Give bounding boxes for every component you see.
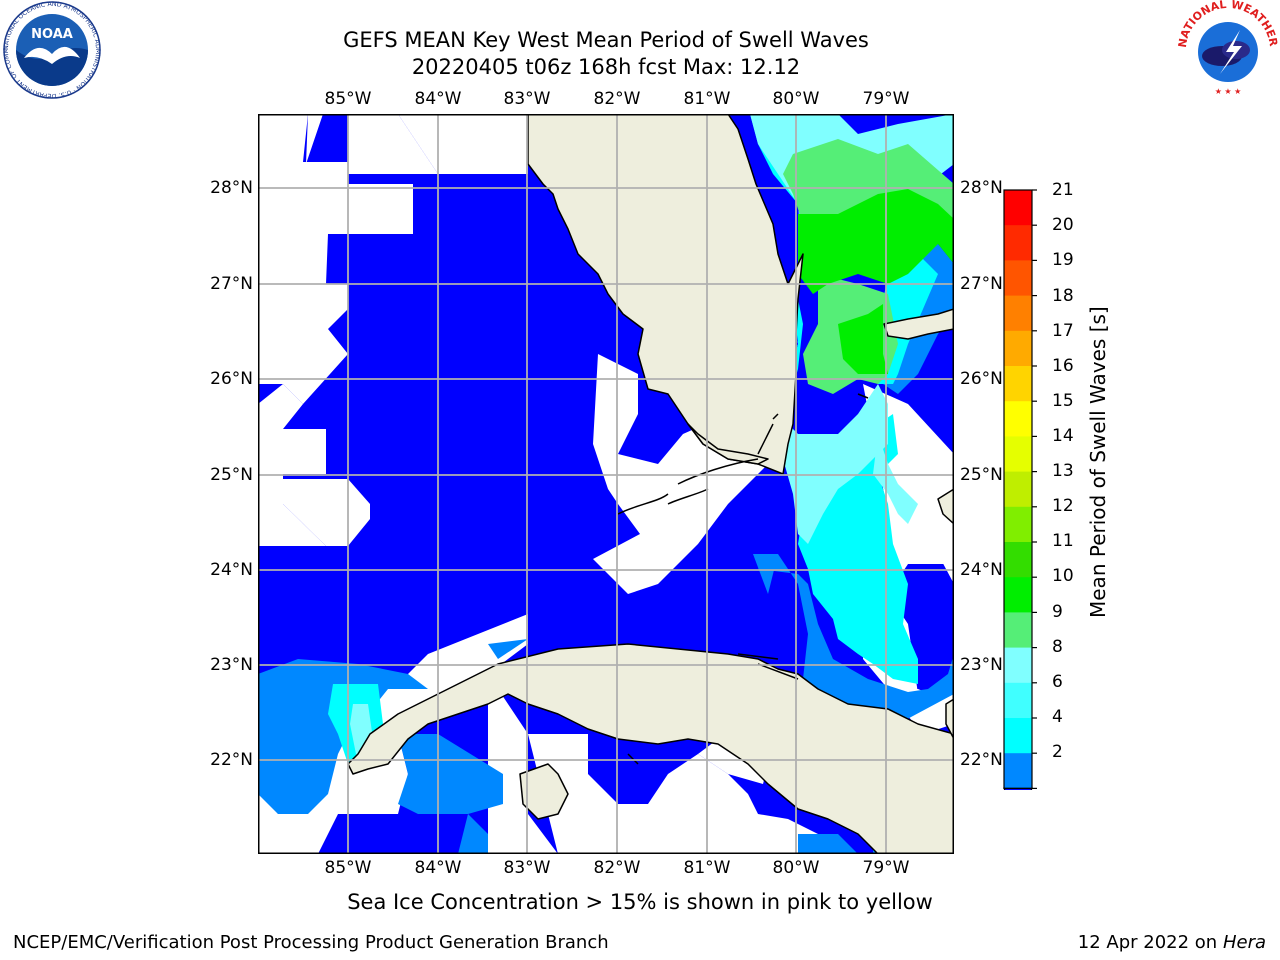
map-canvas [258, 113, 955, 855]
colorbar-segment [1004, 471, 1032, 508]
colorbar-segment [1004, 577, 1032, 613]
colorbar-segment [1004, 401, 1032, 437]
lon-label-bottom: 82°W [593, 858, 641, 878]
colorbar-segment [1004, 542, 1032, 578]
colorbar-tick: 20 [1052, 215, 1074, 235]
colorbar-tick: 8 [1052, 637, 1063, 657]
sea-ice-note: Sea Ice Concentration > 15% is shown in … [347, 890, 933, 914]
colorbar-tick: 14 [1052, 426, 1074, 446]
colorbar-segment [1004, 366, 1032, 402]
map-title: GEFS MEAN Key West Mean Period of Swell … [343, 28, 869, 52]
colorbar-segment [1004, 682, 1032, 719]
graticule [258, 114, 954, 854]
lon-label-bottom: 84°W [414, 858, 462, 878]
lon-label-bottom: 81°W [683, 858, 731, 878]
lon-label-bottom: 79°W [862, 858, 910, 878]
lon-label-top: 82°W [593, 89, 641, 109]
colorbar-tick: 9 [1052, 602, 1063, 622]
period-10-11-field [798, 189, 954, 374]
colorbar-segment [1004, 718, 1032, 754]
lon-label-top: 81°W [683, 89, 731, 109]
colorbar [990, 180, 1080, 818]
colorbar-segment [1004, 190, 1032, 226]
colorbar-tick: 10 [1052, 566, 1074, 586]
map-border [258, 114, 954, 854]
lat-label-right: 22°N [960, 750, 1003, 770]
colorbar-segment [1004, 647, 1032, 684]
noaa-logo: NATIONAL OCEANIC AND ATMOSPHERIC ADMINIS… [0, 0, 104, 100]
lon-label-bottom: 83°W [503, 858, 551, 878]
lon-label-top: 84°W [414, 89, 462, 109]
lat-label-right: 26°N [960, 369, 1003, 389]
lat-label-right: 28°N [960, 178, 1003, 198]
footer-machine: Hera [1222, 932, 1266, 953]
colorbar-tick: 15 [1052, 391, 1074, 411]
colorbar-tick: 6 [1052, 672, 1063, 692]
keys-coastlines [617, 393, 869, 765]
lat-label-right: 25°N [960, 465, 1003, 485]
svg-text:★ ★ ★: ★ ★ ★ [1215, 87, 1242, 96]
colorbar-outline [1003, 189, 1033, 790]
colorbar-tick: 19 [1052, 250, 1074, 270]
colorbar-segment [1004, 225, 1032, 261]
colorbar-label: Mean Period of Swell Waves [s] [1086, 306, 1110, 618]
colorbar-tick: 18 [1052, 286, 1074, 306]
map-subtitle: 20220405 t06z 168h fcst Max: 12.12 [411, 55, 801, 79]
lon-label-top: 83°W [503, 89, 551, 109]
lat-label-right: 27°N [960, 274, 1003, 294]
colorbar-segment [1004, 260, 1032, 297]
land-masses [347, 113, 955, 855]
lon-label-top: 85°W [324, 89, 372, 109]
colorbar-tick: 21 [1052, 180, 1074, 200]
lon-label-bottom: 80°W [772, 858, 820, 878]
swell-period-map [258, 113, 955, 855]
footer-date: 12 Apr 2022 on Hera [1078, 932, 1266, 953]
colorbar-segment [1004, 436, 1032, 473]
nws-logo: NATIONAL WEATHER SERVICE ★ ★ ★ [1172, 0, 1280, 100]
colorbar-tick: 4 [1052, 707, 1063, 727]
colorbar-tick: 13 [1052, 461, 1074, 481]
lon-label-top: 79°W [862, 89, 910, 109]
lat-label-left: 22°N [210, 750, 253, 770]
colorbar-segment [1004, 612, 1032, 649]
lat-label-left: 24°N [210, 560, 253, 580]
noaa-logo-text: NOAA [31, 27, 73, 42]
colorbar-svg [1003, 189, 1037, 818]
footer-date-text: 12 Apr 2022 on [1077, 932, 1223, 953]
lon-label-bottom: 85°W [324, 858, 372, 878]
footer-credit: NCEP/EMC/Verification Post Processing Pr… [13, 932, 609, 953]
lat-label-right: 23°N [960, 655, 1003, 675]
lat-label-right: 24°N [960, 560, 1003, 580]
colorbar-segment [1004, 295, 1032, 332]
lon-label-top: 80°W [772, 89, 820, 109]
colorbar-tick: 11 [1052, 531, 1074, 551]
colorbar-tick: 16 [1052, 356, 1074, 376]
colorbar-tick: 12 [1052, 496, 1074, 516]
lat-label-left: 27°N [210, 274, 253, 294]
colorbar-tick: 17 [1052, 321, 1074, 341]
lat-label-left: 23°N [210, 655, 253, 675]
colorbar-segment [1004, 330, 1032, 367]
lat-label-left: 25°N [210, 465, 253, 485]
lat-label-left: 28°N [210, 178, 253, 198]
lat-label-left: 26°N [210, 369, 253, 389]
colorbar-segment [1004, 753, 1032, 789]
colorbar-tick: 2 [1052, 742, 1063, 762]
colorbar-segment [1004, 506, 1032, 543]
